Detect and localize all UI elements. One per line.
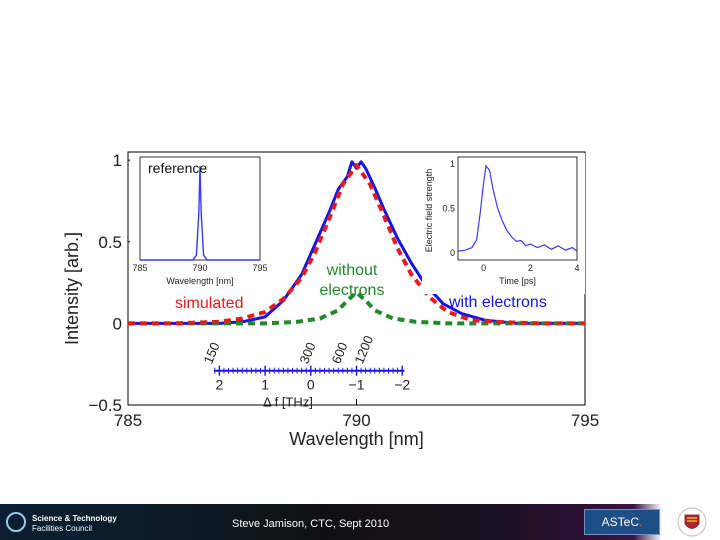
inset-y-axis-label: Electric field strength bbox=[424, 169, 434, 253]
astec-logo: ASTeC. bbox=[584, 509, 660, 535]
inset-frame bbox=[457, 156, 578, 261]
university-crest-icon bbox=[677, 507, 707, 537]
stfc-logo: Science & Technology Facilities Council bbox=[6, 510, 117, 536]
org-name-line1: Science & Technology bbox=[32, 514, 117, 523]
annotation-with-electrons: with electrons bbox=[448, 294, 547, 311]
df-tick-label: 0 bbox=[307, 377, 315, 393]
df-tick-label: −1 bbox=[349, 377, 365, 393]
y-tick-label: 0.5 bbox=[98, 233, 122, 252]
inset-x-tick-label: 790 bbox=[192, 263, 207, 273]
inset-reference-line bbox=[140, 166, 260, 261]
df-axis-label: Δ f [THz] bbox=[263, 395, 313, 410]
y-tick-label: −0.5 bbox=[88, 396, 122, 415]
inset-time-chart: 0 2 4 1 0.5 0 Time [ps] Electric field strength bbox=[422, 153, 585, 294]
annotation-simulated: simulated bbox=[175, 295, 243, 312]
series-line-without-electrons bbox=[128, 290, 585, 326]
df-tick-label: 1 bbox=[261, 377, 269, 393]
footer-bar: Science & Technology Facilities Council … bbox=[0, 504, 720, 540]
df-tick-label: −2 bbox=[394, 377, 410, 393]
inset-y-tick-label: 0.5 bbox=[442, 204, 455, 214]
df-tick-label: 2 bbox=[216, 377, 224, 393]
inset-x-tick-label: 4 bbox=[574, 263, 579, 273]
annotation-without-line1: without bbox=[326, 262, 378, 279]
y-axis-label: Intensity [arb.] bbox=[62, 232, 82, 345]
inset-y-tick-label: 0 bbox=[450, 248, 455, 258]
inset-x-tick-label: 785 bbox=[132, 263, 147, 273]
inset-reference-chart: 785 790 795 Wavelength [nm] reference bbox=[130, 153, 274, 294]
inset-x-axis-label: Time [ps] bbox=[499, 276, 536, 286]
x-tick-label: 795 bbox=[571, 411, 599, 430]
inset-x-tick-label: 2 bbox=[528, 263, 533, 273]
inset-y-tick-label: 1 bbox=[450, 159, 455, 169]
y-tick-label: 1 bbox=[113, 151, 122, 170]
annotation-without-line2: electrons bbox=[320, 282, 385, 299]
org-name-line2: Facilities Council bbox=[32, 524, 93, 533]
inset-x-tick-label: 0 bbox=[481, 263, 486, 273]
credit-text: Steve Jamison, CTC, Sept 2010 bbox=[232, 518, 390, 530]
inset-x-axis-label: Wavelength [nm] bbox=[166, 276, 233, 286]
astec-logo-dot: . bbox=[639, 515, 643, 529]
series-line-simulated bbox=[128, 163, 585, 326]
astec-logo-text: ASTeC bbox=[601, 515, 639, 529]
inset-field-line bbox=[457, 164, 578, 252]
y-tick-label: 0 bbox=[113, 314, 122, 333]
x-tick-label: 790 bbox=[342, 411, 370, 430]
inset-x-tick-label: 795 bbox=[252, 263, 267, 273]
x-axis-label: Wavelength [nm] bbox=[289, 429, 423, 449]
inset-title: reference bbox=[148, 160, 207, 176]
x-tick-label: 785 bbox=[114, 411, 142, 430]
stfc-logo-icon bbox=[6, 512, 26, 532]
